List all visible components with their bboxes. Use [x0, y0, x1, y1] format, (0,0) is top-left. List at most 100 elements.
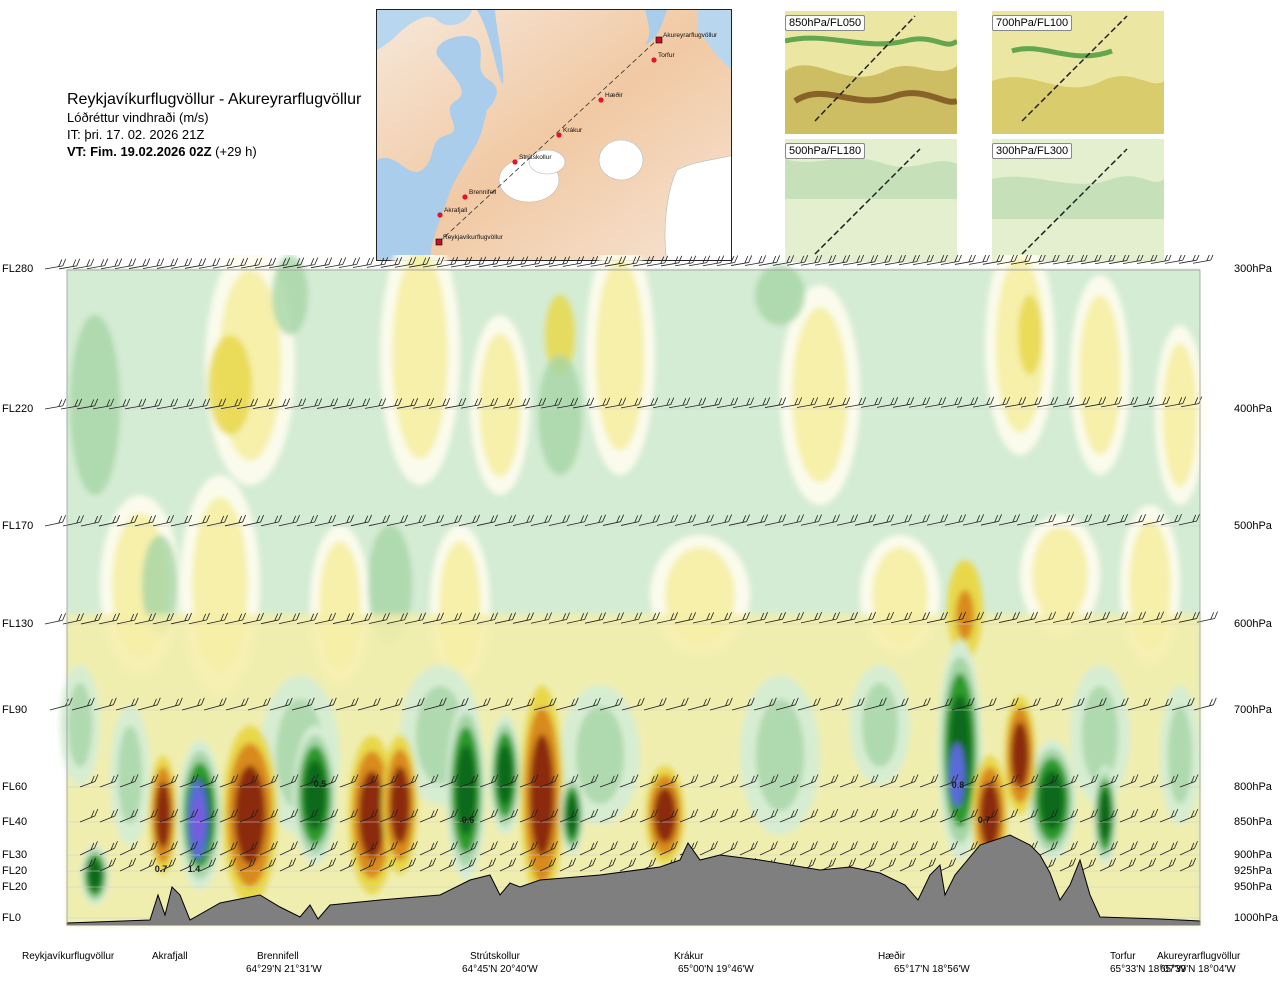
minimap-300-label: 300hPa/FL300 — [992, 143, 1073, 159]
wind-barb — [239, 808, 259, 823]
wind-barb — [152, 514, 174, 527]
wind-barb — [140, 398, 163, 410]
map-point-label: Strútskollur — [519, 154, 552, 161]
wind-barb — [339, 774, 359, 788]
wind-barb — [860, 397, 883, 408]
valid-time: VT: Fim. 19.02.2026 02Z (+29 h) — [67, 143, 387, 160]
wind-barb — [76, 398, 99, 410]
wind-barb — [1139, 841, 1158, 856]
wind-barb — [728, 514, 750, 526]
wind-barb — [459, 808, 479, 823]
waypoint-name: Krákur — [674, 951, 704, 962]
wind-barb — [618, 255, 641, 267]
wind-barb — [499, 774, 519, 788]
map-point-marker — [598, 97, 604, 103]
wind-barb — [988, 396, 1011, 408]
wind-barb — [159, 774, 179, 788]
wind-barb — [926, 255, 948, 265]
wind-barb — [1079, 808, 1099, 823]
wind-barb — [219, 808, 239, 823]
wind-barb — [1036, 396, 1059, 408]
value-label: 0.8 — [952, 780, 965, 790]
wind-barb — [459, 774, 479, 788]
minimap-700-label: 700hPa/FL100 — [992, 15, 1073, 31]
value-label: 0.5 — [314, 779, 327, 789]
wind-barb — [364, 398, 387, 409]
wind-barb — [1160, 611, 1182, 623]
wind-barb — [687, 697, 711, 711]
wind-barb — [584, 514, 606, 526]
flight-level-label: FL20 — [2, 881, 28, 893]
wind-barb — [572, 397, 595, 409]
wind-barb — [359, 774, 379, 788]
wind-barb — [368, 612, 390, 624]
wind-barb — [119, 774, 139, 788]
wind-barb — [1119, 774, 1139, 788]
wind-barb — [479, 808, 499, 823]
wind-barb — [566, 612, 588, 624]
wind-barb — [93, 697, 117, 711]
wind-barb — [710, 612, 732, 624]
wind-barb — [339, 808, 359, 823]
wind-barb — [224, 514, 246, 527]
wind-barb — [412, 397, 435, 409]
wind-barb — [428, 397, 451, 409]
wind-barb — [316, 398, 339, 409]
wind-barb — [476, 514, 498, 526]
wind-barb — [436, 256, 459, 268]
wind-barb — [1193, 697, 1217, 711]
wind-barb — [1119, 857, 1137, 872]
wind-barb — [659, 774, 679, 788]
wind-barb — [219, 857, 237, 872]
wind-barb — [1052, 396, 1075, 408]
value-label: 1.4 — [188, 864, 201, 874]
wind-barb — [170, 514, 192, 527]
wind-barb — [912, 255, 934, 266]
wind-barb — [1116, 396, 1139, 408]
map-points: Akureyrarflugvöllur Torfur Hæðir Krákur Strú… — [435, 32, 718, 246]
wind-barb — [1099, 857, 1117, 872]
wind-barb — [539, 857, 557, 872]
wind-barb — [1179, 857, 1197, 872]
flight-level-label: FL40 — [2, 816, 28, 828]
wind-barb — [80, 515, 102, 527]
waypoint-name: Reykjavíkurflugvöllur — [22, 951, 115, 962]
wind-barb — [1192, 255, 1214, 264]
wind-barb — [764, 612, 786, 624]
wind-barb — [559, 774, 579, 788]
plot-frame — [66, 269, 1201, 926]
wind-barb — [259, 857, 277, 872]
value-label: 0.6 — [462, 815, 475, 825]
wind-barb — [758, 255, 781, 266]
wind-barb — [80, 613, 102, 625]
wind-barb — [119, 841, 138, 856]
wind-barb — [898, 255, 920, 266]
wind-barb — [260, 514, 282, 527]
wind-barb — [1099, 841, 1118, 856]
wind-barb — [660, 255, 683, 267]
wind-barb — [638, 612, 660, 624]
wind-barb — [366, 257, 389, 268]
wind-barb — [1164, 396, 1187, 408]
wind-barb — [314, 514, 336, 527]
map-point-marker — [437, 212, 443, 218]
wind-barb — [494, 514, 516, 526]
wind-barb — [639, 841, 658, 856]
wind-barb — [1150, 255, 1172, 264]
wind-barb — [181, 697, 205, 711]
wind-barb — [746, 514, 768, 526]
wind-barb — [702, 255, 725, 267]
wind-barb — [1039, 697, 1063, 711]
wind-barb — [419, 841, 438, 856]
wind-barb — [159, 808, 179, 823]
wind-barb — [44, 398, 67, 410]
map-point-label: Hæðir — [605, 91, 624, 99]
wind-barb — [786, 255, 809, 266]
wind-barb — [876, 397, 899, 408]
wind-barb — [299, 808, 319, 823]
wind-barb — [1016, 514, 1038, 526]
wind-barb — [199, 857, 217, 872]
wind-barb — [579, 774, 599, 788]
map-point-label: Akrafjall — [444, 207, 468, 214]
pressure-level-label: 500hPa — [1234, 520, 1272, 532]
